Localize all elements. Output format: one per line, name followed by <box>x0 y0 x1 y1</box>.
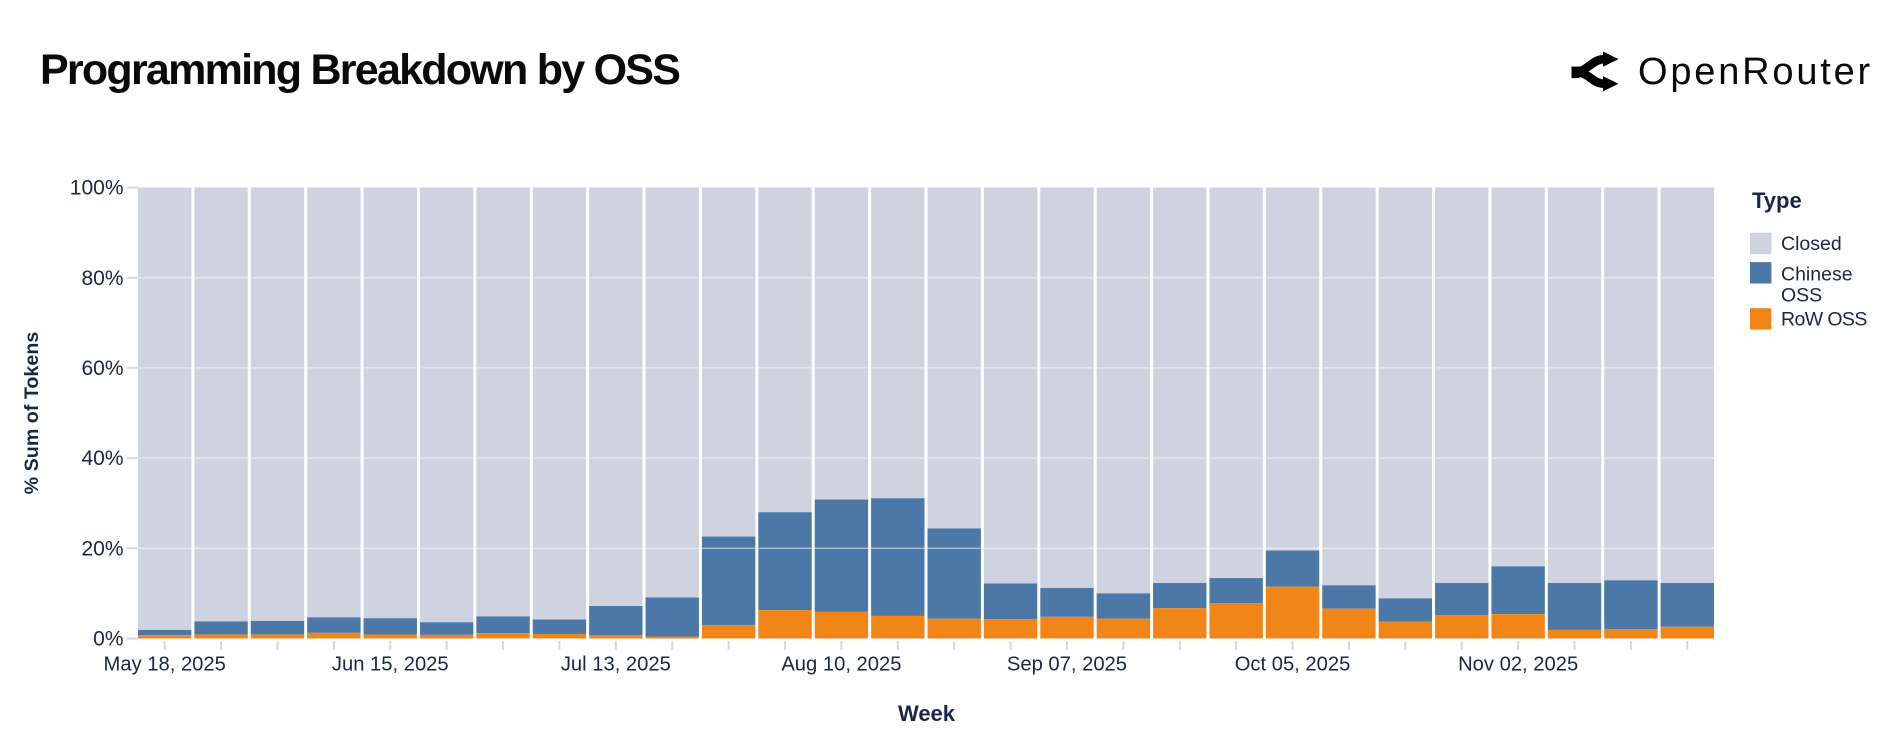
svg-text:May 18, 2025: May 18, 2025 <box>104 654 226 676</box>
svg-text:RoW OSS: RoW OSS <box>1781 309 1867 331</box>
svg-text:Sep 07, 2025: Sep 07, 2025 <box>1007 654 1127 676</box>
svg-text:OSS: OSS <box>1781 285 1822 307</box>
svg-text:0%: 0% <box>93 628 123 651</box>
svg-text:Jun 15, 2025: Jun 15, 2025 <box>332 654 449 676</box>
svg-text:Nov 02, 2025: Nov 02, 2025 <box>1458 654 1578 676</box>
svg-text:% Sum of Tokens: % Sum of Tokens <box>21 332 43 495</box>
svg-text:Aug 10, 2025: Aug 10, 2025 <box>781 654 901 676</box>
svg-text:Jul 13, 2025: Jul 13, 2025 <box>561 654 671 676</box>
svg-text:20%: 20% <box>81 537 123 560</box>
svg-text:80%: 80% <box>81 267 123 290</box>
svg-text:Oct 05, 2025: Oct 05, 2025 <box>1235 654 1351 676</box>
svg-text:Week: Week <box>898 701 956 726</box>
svg-text:Type: Type <box>1752 188 1802 213</box>
svg-text:100%: 100% <box>70 177 124 200</box>
svg-text:Closed: Closed <box>1781 233 1842 255</box>
svg-text:40%: 40% <box>81 447 123 470</box>
svg-text:60%: 60% <box>81 357 123 380</box>
svg-text:Chinese: Chinese <box>1781 264 1853 286</box>
